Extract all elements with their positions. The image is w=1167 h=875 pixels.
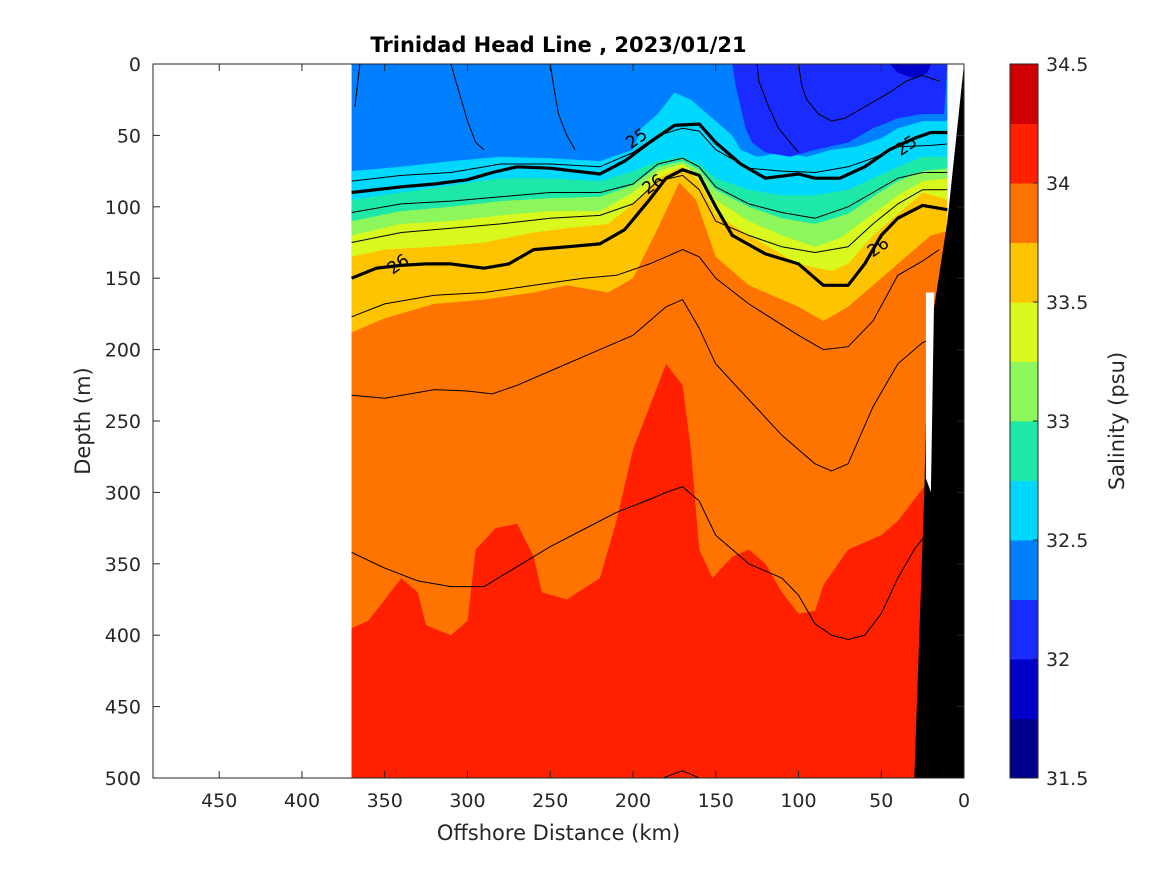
x-tick-label: 400	[284, 790, 320, 812]
y-tick-label: 250	[105, 411, 141, 433]
y-tick-label: 450	[105, 697, 141, 719]
y-tick-label: 0	[129, 54, 141, 76]
thin-contour-line	[351, 486, 932, 641]
contour-line-26	[351, 168, 948, 287]
bathymetry-fill	[914, 64, 964, 778]
colorbar-swatch	[1010, 123, 1038, 184]
thin-contour-line	[549, 64, 576, 150]
y-tick-label: 100	[105, 197, 141, 219]
thin-contour-line	[351, 157, 948, 219]
salinity-band-34	[351, 363, 931, 778]
colorbar-swatch	[1010, 421, 1038, 481]
x-tick-label: 150	[698, 790, 734, 812]
thin-contour-line	[351, 127, 948, 182]
x-tick-label: 0	[958, 790, 970, 812]
colorbar-tick-label: 33.5	[1046, 292, 1088, 314]
chart-title: Trinidad Head Line , 2023/01/21	[370, 33, 746, 57]
y-tick-label: 150	[105, 268, 141, 290]
thin-contour-line	[662, 770, 700, 778]
colorbar-tick-label: 31.5	[1046, 768, 1088, 790]
x-tick-label: 350	[367, 790, 403, 812]
thin-contour-line	[351, 174, 948, 254]
thin-contour-line	[351, 298, 940, 472]
contour-line-25	[351, 122, 948, 195]
thin-contour-line	[450, 64, 485, 151]
x-tick-label: 200	[615, 790, 651, 812]
y-tick-label: 350	[105, 554, 141, 576]
coastal-gap	[925, 292, 935, 493]
colorbar-swatch	[1010, 599, 1038, 660]
x-tick-label: 100	[780, 790, 816, 812]
y-tick-label: 50	[117, 125, 141, 147]
colorbar-swatch	[1010, 64, 1038, 124]
colorbar-swatch	[1010, 480, 1038, 541]
colorbar-tick-label: 34.5	[1046, 54, 1088, 76]
thin-contour-line	[354, 64, 361, 107]
colorbar-swatch	[1010, 659, 1038, 719]
y-tick-label: 400	[105, 625, 141, 647]
salinity-band-31.75	[889, 64, 931, 79]
thin-contour-line	[351, 249, 940, 351]
x-axis-label: Offshore Distance (km)	[437, 821, 680, 845]
colorbar: 34.5 34 33.5 33 32.5 32 31.5 Salinity (psu)	[1009, 54, 1129, 790]
y-tick-label: 200	[105, 340, 141, 362]
y-tick-label: 500	[105, 768, 141, 790]
colorbar-tick-label: 32	[1046, 649, 1070, 671]
x-tick-label: 50	[869, 790, 893, 812]
colorbar-tick-label: 34	[1046, 173, 1070, 195]
x-tick-label: 300	[449, 790, 485, 812]
colorbar-tick-label: 32.5	[1046, 530, 1088, 552]
thin-contour-line	[798, 64, 940, 122]
colorbar-label: Salinity (psu)	[1105, 352, 1129, 490]
colorbar-swatch	[1010, 183, 1038, 243]
y-axis-label: Depth (m)	[71, 367, 95, 474]
y-tick-label: 300	[105, 482, 141, 504]
x-tick-label: 250	[532, 790, 568, 812]
colorbar-swatch	[1010, 540, 1038, 600]
thin-contour-line	[756, 64, 799, 153]
colorbar-tick-label: 33	[1046, 411, 1070, 433]
salinity-band-32	[732, 64, 948, 157]
colorbar-swatch	[1010, 361, 1038, 422]
colorbar-swatch	[1010, 242, 1038, 303]
colorbar-swatch	[1010, 302, 1038, 362]
colorbar-swatch	[1010, 718, 1038, 779]
x-tick-label: 450	[201, 790, 237, 812]
